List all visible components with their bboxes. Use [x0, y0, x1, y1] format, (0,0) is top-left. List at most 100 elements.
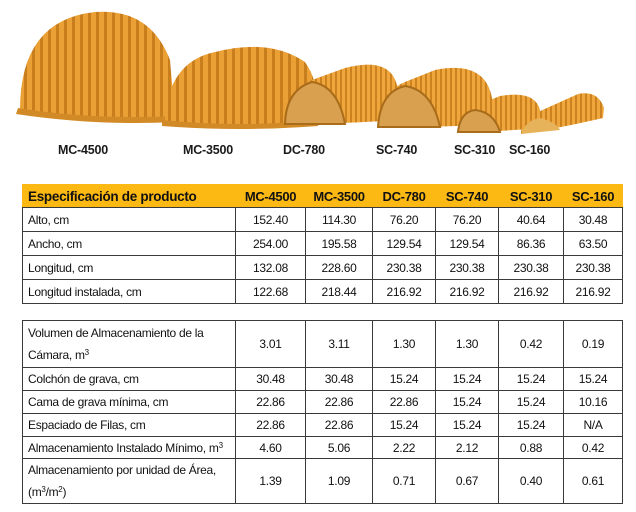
table-header-row: Especificación de producto MC-4500 MC-35…	[22, 184, 623, 208]
cell-value: 22.86	[305, 413, 373, 437]
header-sc-740: SC-740	[435, 184, 499, 208]
cell-value: 2.12	[435, 436, 499, 459]
cell-value: 3.01	[235, 320, 306, 368]
row-label: Almacenamiento por unidad de Área, (m3/m2…	[22, 458, 236, 504]
cell-value: 40.64	[498, 207, 564, 232]
cell-value: 15.24	[498, 390, 564, 414]
cell-value: 2.22	[372, 436, 436, 459]
superscript: 3	[84, 348, 89, 357]
header-mc-4500: MC-4500	[235, 184, 306, 208]
cell-value: 0.71	[372, 458, 436, 504]
sc-310-image	[456, 94, 540, 133]
superscript: 2	[58, 485, 63, 494]
header-sc-160: SC-160	[563, 184, 623, 208]
sc-160-image	[521, 93, 604, 134]
row-label-text: Almacenamiento Instalado Mínimo, m	[28, 440, 219, 455]
unit-part: (m	[28, 485, 42, 499]
header-sc-310: SC-310	[498, 184, 564, 208]
cell-value: 129.54	[372, 231, 436, 256]
table-row-longitud: Longitud, cm 132.08 228.60 230.38 230.38…	[22, 255, 623, 280]
cell-value: 254.00	[235, 231, 306, 256]
cell-value: 0.42	[498, 320, 564, 368]
cell-value: 122.68	[235, 279, 306, 304]
cell-value: 230.38	[372, 255, 436, 280]
cell-value: 4.60	[235, 436, 306, 459]
cell-value: N/A	[563, 413, 623, 437]
row-label: Alto, cm	[22, 207, 236, 232]
cell-value: 1.09	[305, 458, 373, 504]
cell-value: 216.92	[498, 279, 564, 304]
table-row-cama-grava: Cama de grava mínima, cm 22.86 22.86 22.…	[22, 390, 623, 414]
row-label-line2: Cámara, m	[28, 348, 85, 362]
unit-part: /m	[45, 485, 59, 499]
cell-value: 86.36	[498, 231, 564, 256]
cell-value: 5.06	[305, 436, 373, 459]
row-label: Espaciado de Filas, cm	[22, 413, 236, 437]
product-label-sc-740: SC-740	[376, 143, 418, 157]
table-row-ancho: Ancho, cm 254.00 195.58 129.54 129.54 86…	[22, 231, 623, 256]
row-label: Longitud instalada, cm	[22, 279, 236, 304]
cell-value: 152.40	[235, 207, 306, 232]
mc-4500-image	[16, 11, 178, 123]
cell-value: 0.61	[563, 458, 623, 504]
cell-value: 114.30	[305, 207, 373, 232]
table-row-espaciado-filas: Espaciado de Filas, cm 22.86 22.86 15.24…	[22, 413, 623, 437]
cell-value: 216.92	[563, 279, 623, 304]
cell-value: 30.48	[235, 367, 306, 391]
table-row-almacenamiento-instalado: Almacenamiento Instalado Mínimo, m3 4.60…	[22, 436, 623, 459]
row-label-line1: Almacenamiento por unidad de Área,	[28, 463, 216, 477]
superscript: 3	[218, 440, 223, 450]
row-label: Almacenamiento Instalado Mínimo, m3	[22, 436, 236, 459]
dimensions-table: Especificación de producto MC-4500 MC-35…	[22, 184, 623, 304]
cell-value: 0.42	[563, 436, 623, 459]
cell-value: 1.30	[435, 320, 499, 368]
chamber-illustrations	[16, 11, 604, 134]
header-dc-780: DC-780	[372, 184, 436, 208]
cell-value: 15.24	[498, 367, 564, 391]
cell-value: 3.11	[305, 320, 373, 368]
cell-value: 129.54	[435, 231, 499, 256]
cell-value: 1.30	[372, 320, 436, 368]
cell-value: 230.38	[498, 255, 564, 280]
cell-value: 15.24	[435, 390, 499, 414]
cell-value: 22.86	[235, 390, 306, 414]
header-spec-label: Especificación de producto	[22, 184, 236, 208]
mc-3500-image	[162, 46, 320, 129]
cell-value: 10.16	[563, 390, 623, 414]
cell-value: 22.86	[372, 390, 436, 414]
cell-value: 0.40	[498, 458, 564, 504]
cell-value: 0.19	[563, 320, 623, 368]
cell-value: 1.39	[235, 458, 306, 504]
cell-value: 0.67	[435, 458, 499, 504]
cell-value: 22.86	[305, 390, 373, 414]
cell-value: 76.20	[435, 207, 499, 232]
table-row-longitud-instalada: Longitud instalada, cm 122.68 218.44 216…	[22, 279, 623, 304]
row-label: Volumen de Almacenamiento de la Cámara, m…	[22, 320, 236, 368]
header-mc-3500: MC-3500	[305, 184, 373, 208]
table-row-volumen-camara: Volumen de Almacenamiento de la Cámara, m…	[22, 320, 623, 368]
row-label: Cama de grava mínima, cm	[22, 390, 236, 414]
cell-value: 30.48	[305, 367, 373, 391]
superscript: 3	[41, 485, 46, 494]
product-images-strip: MC-4500 MC-3500 DC-780 SC-740 SC-310 SC-…	[0, 0, 636, 170]
cell-value: 195.58	[305, 231, 373, 256]
cell-value: 22.86	[235, 413, 306, 437]
cell-value: 76.20	[372, 207, 436, 232]
cell-value: 15.24	[563, 367, 623, 391]
product-label-sc-160: SC-160	[509, 143, 551, 157]
cell-value: 15.24	[435, 413, 499, 437]
unit-part: )	[62, 485, 67, 499]
product-label-dc-780: DC-780	[283, 143, 325, 157]
row-label: Longitud, cm	[22, 255, 236, 280]
cell-value: 15.24	[435, 367, 499, 391]
cell-value: 218.44	[305, 279, 373, 304]
dc-780-image	[283, 64, 400, 125]
cell-value: 216.92	[372, 279, 436, 304]
row-label-line1: Volumen de Almacenamiento de la	[28, 326, 204, 340]
table-row-alto: Alto, cm 152.40 114.30 76.20 76.20 40.64…	[22, 207, 623, 232]
cell-value: 230.38	[563, 255, 623, 280]
cell-value: 228.60	[305, 255, 373, 280]
row-label: Ancho, cm	[22, 231, 236, 256]
product-label-mc-4500: MC-4500	[58, 143, 109, 157]
product-label-mc-3500: MC-3500	[183, 143, 234, 157]
